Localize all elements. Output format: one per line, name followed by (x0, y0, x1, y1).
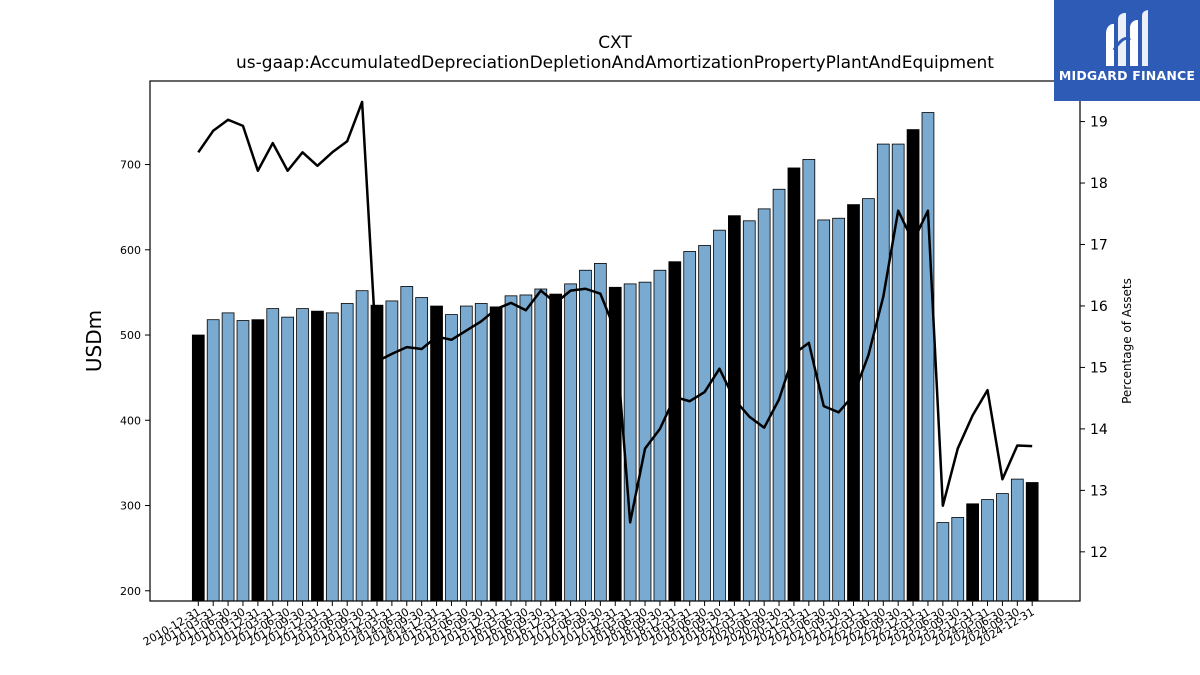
bar-2014-06-30 (400, 286, 414, 602)
bar-2017-06-30 (579, 269, 592, 602)
bar-2012-12-31 (311, 310, 324, 602)
bar-2015-09-30 (474, 303, 488, 602)
bar-2016-06-30 (519, 294, 533, 602)
bars-group (191, 112, 1039, 602)
bar-2023-12-31 (966, 503, 979, 602)
bar-2011-09-30 (236, 320, 250, 602)
chart-title: CXT (598, 33, 632, 53)
bar-2020-09-30 (772, 188, 786, 602)
logo-text: MIDGARD FINANCE (1058, 68, 1196, 83)
bar-2011-03-31 (206, 319, 220, 602)
bar-2017-03-31 (564, 283, 577, 602)
y-tick-label-right-12: 12 (1090, 545, 1108, 561)
y-tick-label-right-19: 19 (1090, 115, 1108, 131)
bar-2015-12-31 (489, 306, 503, 602)
midgard-logo-icon (1106, 10, 1148, 66)
y-tick-label-left-200: 200 (120, 585, 141, 598)
chart-subtitle: us-gaap:AccumulatedDepreciationDepletion… (236, 53, 994, 73)
bar-2018-03-31 (623, 283, 637, 602)
bar-2013-03-31 (325, 312, 339, 602)
bar-2011-12-31 (251, 319, 265, 602)
bar-2023-06-30 (936, 522, 950, 602)
bar-2018-12-31 (668, 261, 682, 602)
x-axis: 2010-12-312011-03-312011-06-302011-09-30… (141, 601, 1037, 649)
bar-2010-12-31 (191, 334, 205, 602)
bar-2021-03-31 (802, 159, 816, 602)
y-axis-right: 12 13 14 15 16 17 18 19 (1080, 115, 1108, 561)
bar-2014-03-31 (385, 300, 399, 602)
bar-2012-06-30 (281, 316, 295, 602)
bar-2012-09-30 (296, 308, 309, 602)
y-tick-label-left-700: 700 (120, 159, 141, 172)
y-tick-label-left-400: 400 (120, 414, 141, 427)
y-tick-label-right-18: 18 (1090, 176, 1108, 192)
bar-2020-06-30 (757, 208, 771, 602)
bar-2022-06-30 (876, 143, 890, 602)
y-tick-label-right-17: 17 (1090, 237, 1108, 253)
bar-2023-09-30 (951, 517, 965, 602)
bar-2011-06-30 (221, 312, 235, 602)
bar-2024-06-30 (996, 493, 1009, 602)
bar-2014-09-30 (415, 297, 429, 602)
y-axis-left: 200 300 400 500 600 700 (120, 159, 150, 598)
y-tick-label-right-13: 13 (1090, 483, 1108, 499)
midgard-finance-logo: MIDGARD FINANCE (1054, 0, 1200, 101)
bar-2015-03-31 (445, 314, 458, 602)
bar-2014-12-31 (430, 305, 443, 602)
bar-2020-12-31 (787, 167, 801, 602)
bar-2017-09-30 (594, 263, 607, 602)
y-tick-label-left-500: 500 (120, 329, 141, 342)
bar-2015-06-30 (459, 305, 473, 602)
bar-2016-09-30 (534, 288, 548, 602)
y-axis-label-right: Percentage of Assets (1120, 278, 1134, 404)
bar-2019-06-30 (698, 245, 711, 602)
bar-2024-09-30 (1010, 478, 1024, 602)
y-axis-label-left: USDm (82, 310, 106, 372)
bar-2021-12-31 (847, 204, 860, 602)
bar-2022-03-31 (862, 198, 875, 602)
percentage-line (197, 100, 1033, 524)
bar-2013-06-30 (340, 303, 354, 602)
bar-2019-12-31 (728, 215, 741, 602)
bar-2021-06-30 (817, 219, 831, 602)
bar-2013-09-30 (355, 290, 369, 602)
bar-2019-03-31 (683, 251, 697, 602)
bar-2022-12-31 (906, 129, 920, 602)
bar-2019-09-30 (713, 229, 726, 602)
y-tick-label-right-15: 15 (1090, 360, 1108, 376)
bar-2016-12-31 (549, 293, 563, 602)
bar-2024-12-31 (1025, 482, 1039, 602)
bar-2016-03-31 (504, 295, 518, 602)
y-tick-label-left-300: 300 (120, 500, 141, 513)
y-tick-label-right-14: 14 (1090, 422, 1108, 438)
y-tick-label-right-16: 16 (1090, 299, 1108, 315)
bar-2024-03-31 (981, 499, 994, 602)
bar-2023-03-31 (921, 112, 935, 602)
bar-2012-03-31 (266, 308, 280, 602)
y-tick-label-left-600: 600 (120, 244, 141, 257)
